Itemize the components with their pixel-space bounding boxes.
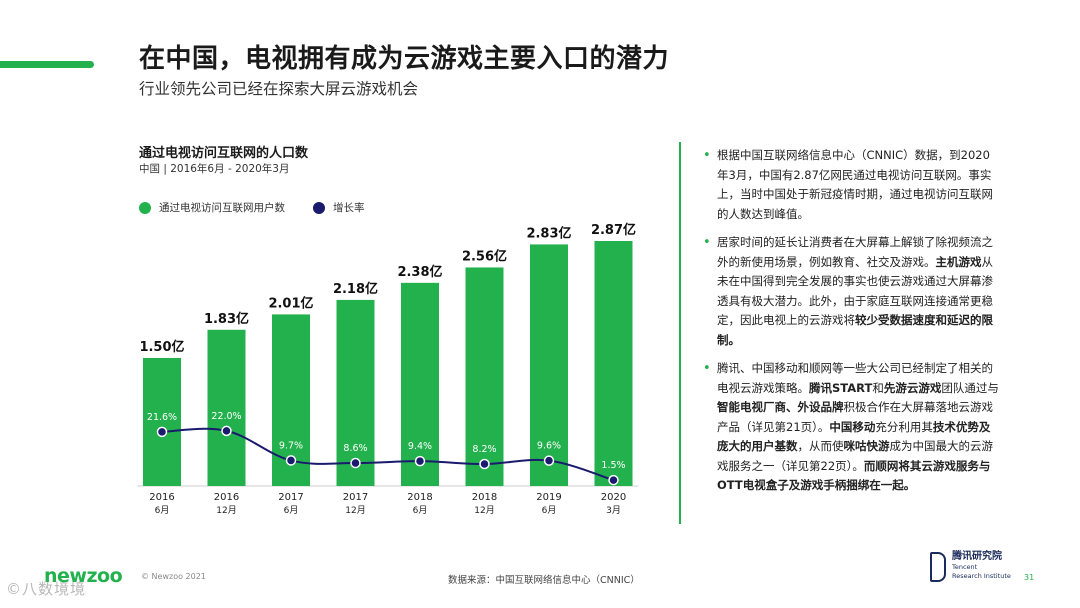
legend-label-growth: 增长率 <box>333 202 365 214</box>
bar-value-label: 1.50亿 <box>139 339 184 355</box>
bold-text: 咪咕快游 <box>843 439 890 453</box>
bar <box>594 241 633 486</box>
tencent-name-cn: 腾讯研究院 <box>952 551 1002 562</box>
text-run: 成为中国最大的云游戏服务之一（详见第22页）。 <box>717 439 993 473</box>
chart-title: 通过电视访问互联网的人口数 <box>139 146 309 161</box>
commentary-item: 腾讯、中国移动和顺网等一些大公司已经制定了相关的电视云游戏策略。腾讯START和… <box>700 359 1000 496</box>
commentary-list: 根据中国互联网络信息中心（CNNIC）数据，到2020年3月，中国有2.87亿网… <box>700 146 1000 505</box>
bar-value-label: 1.83亿 <box>204 311 249 327</box>
x-tick-year: 2020 <box>601 492 626 503</box>
text-run: 根据中国互联网络信息中心（CNNIC）数据，到2020年3月，中国有2.87亿网… <box>717 148 993 221</box>
growth-line <box>161 427 614 482</box>
bar <box>401 282 439 486</box>
legend-label-users: 通过电视访问互联网用户数 <box>159 202 285 214</box>
growth-value-label: 8.2% <box>472 444 496 455</box>
bold-text: 智能电视厂商、外设品牌 <box>717 400 844 414</box>
growth-point <box>156 426 168 438</box>
bold-text: 技术优势及庞大的用户基数 <box>717 419 991 454</box>
chart-subtitle: 中国 | 2016年6月 - 2020年3月 <box>139 163 290 175</box>
legend-dot-growth <box>313 201 325 214</box>
bar-value-label: 2.56亿 <box>462 248 507 264</box>
text-run: 从未在中国得到完全发展的事实也使云游戏通过大屏幕渗透具有极大潜力。此外，由于家庭… <box>717 254 993 328</box>
text-run: 充分利用其 <box>875 419 933 434</box>
bar <box>336 299 375 486</box>
x-tick-year: 2018 <box>472 492 497 503</box>
page-subtitle: 行业领先公司已经在探索大屏云游戏机会 <box>139 80 419 98</box>
bold-text: 腾讯START <box>809 380 873 395</box>
growth-value-label: 9.4% <box>408 441 432 452</box>
data-source: 数据来源：中国互联网络信息中心（CNNIC） <box>448 575 640 586</box>
bold-text: 主机游戏 <box>935 254 982 269</box>
tencent-logo: 腾讯研究院 Tencent Research Institute <box>930 550 1011 582</box>
page-number: 31 <box>1024 573 1035 582</box>
growth-value-label: 1.5% <box>601 460 625 471</box>
bar <box>143 357 181 486</box>
text-run: 积极合作在大屏幕落地云游戏产品（详见第21页）。 <box>717 400 993 434</box>
tencent-name-en-1: Tencent <box>952 563 978 571</box>
tencent-logo-text: 腾讯研究院 Tencent Research Institute <box>952 550 1011 580</box>
x-tick-year: 2017 <box>278 492 303 503</box>
growth-value-label: 22.0% <box>211 411 241 422</box>
x-tick-year: 2017 <box>343 492 368 503</box>
growth-value-label: 9.6% <box>537 441 561 452</box>
accent-bar <box>0 61 94 68</box>
text-run: 居家时间的延长让消费者在大屏幕上解锁了除视频流之外的新使用场景，例如教育、社交及… <box>717 235 993 269</box>
page-title: 在中国，电视拥有成为云游戏主要入口的潜力 <box>139 44 670 74</box>
x-tick-year: 2018 <box>407 492 432 503</box>
legend-item-growth: 增长率 <box>313 200 365 215</box>
commentary-item: 根据中国互联网络信息中心（CNNIC）数据，到2020年3月，中国有2.87亿网… <box>700 146 1000 224</box>
growth-point <box>350 457 361 469</box>
growth-value-label: 8.6% <box>343 443 367 454</box>
bar <box>465 267 504 486</box>
watermark-text: ©八数境境 <box>6 580 87 598</box>
bold-text: 中国移动 <box>829 419 876 434</box>
commentary-item: 居家时间的延长让消费者在大屏幕上解锁了除视频流之外的新使用场景，例如教育、社交及… <box>700 233 1000 350</box>
x-tick-year: 2019 <box>536 492 561 503</box>
growth-point <box>608 474 619 486</box>
bar <box>530 244 568 486</box>
newzoo-logo: newzoo <box>44 565 123 587</box>
bar-line-chart: 1.50亿 2016 6月 1.83亿 2016 12月 2.01亿 2017 6月 2.18亿 2… <box>137 222 639 516</box>
growth-point <box>221 425 232 437</box>
tencent-logo-icon <box>930 552 946 582</box>
bold-text: 而顺网将其云游戏服务与OTT电视盒子及游戏手柄捆绑在一起。 <box>717 458 991 493</box>
x-tick-month: 6月 <box>413 505 428 516</box>
bold-text: 较少受数据速度和延迟的限制。 <box>717 313 993 347</box>
growth-point <box>285 455 297 466</box>
text-run: ，从而使 <box>797 439 844 453</box>
growth-point <box>414 455 426 467</box>
bar-value-label: 2.01亿 <box>268 295 313 311</box>
text-run: 腾讯、中国移动和顺网等一些大公司已经制定了相关的电视云游戏策略。 <box>717 361 993 395</box>
text-run: 和 <box>872 380 884 395</box>
section-divider <box>679 142 681 524</box>
bar <box>207 329 246 486</box>
bar-value-label: 2.83亿 <box>526 225 571 241</box>
x-tick-month: 6月 <box>284 505 299 516</box>
x-tick-year: 2016 <box>149 492 174 503</box>
bar-value-label: 2.18亿 <box>333 281 378 297</box>
growth-value-label: 21.6% <box>147 412 177 423</box>
x-tick-month: 12月 <box>216 505 236 516</box>
tencent-name-en-2: Research Institute <box>952 571 1011 580</box>
x-tick-month: 6月 <box>542 505 557 516</box>
legend-dot-users <box>139 201 151 214</box>
growth-value-label: 9.7% <box>279 440 303 451</box>
chart-legend: 通过电视访问互联网用户数 增长率 <box>139 200 393 215</box>
x-tick-year: 2016 <box>214 492 239 503</box>
x-tick-month: 3月 <box>606 505 621 516</box>
bar-value-label: 2.38亿 <box>397 264 442 280</box>
bold-text: 先游云游戏 <box>883 380 942 395</box>
legend-item-users: 通过电视访问互联网用户数 <box>139 200 285 215</box>
growth-point <box>543 455 555 466</box>
copyright-text: © Newzoo 2021 <box>141 572 206 581</box>
x-tick-month: 12月 <box>474 505 494 516</box>
text-run: 团队通过与 <box>941 380 999 395</box>
growth-point <box>479 458 490 470</box>
x-tick-month: 12月 <box>345 505 365 516</box>
x-tick-month: 6月 <box>155 505 170 516</box>
bar-value-label: 2.87亿 <box>591 222 636 238</box>
